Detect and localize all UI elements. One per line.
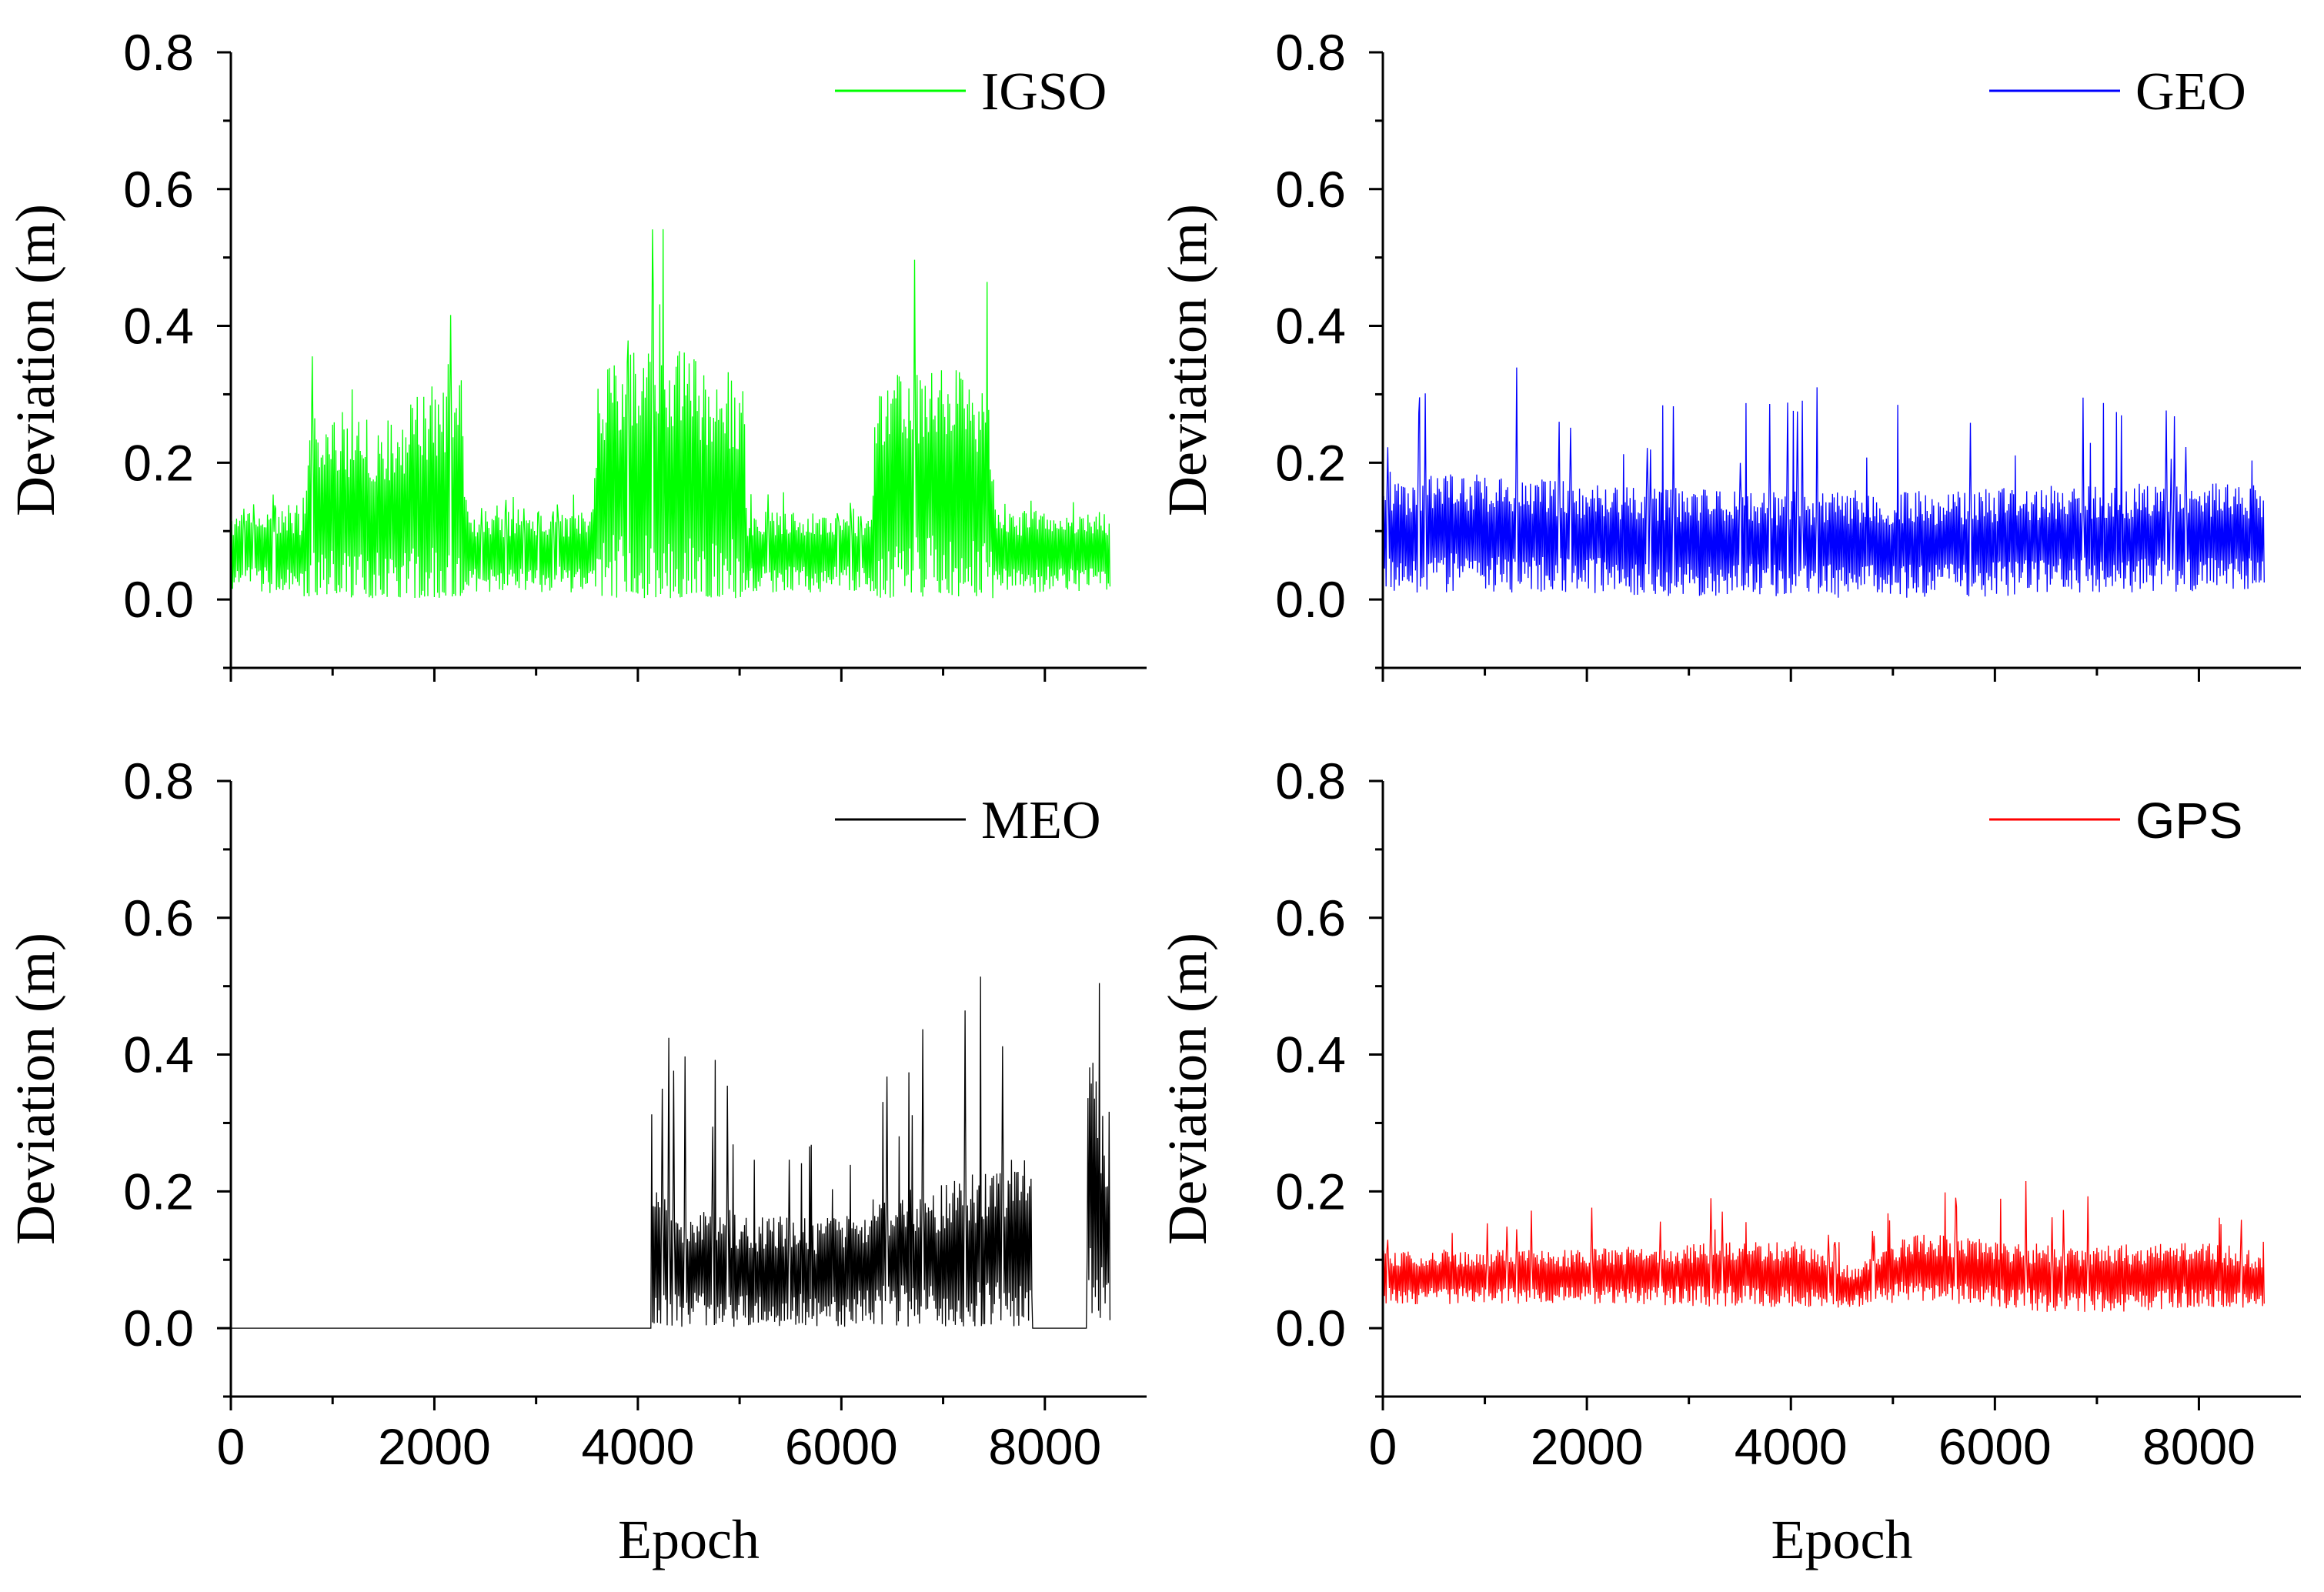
igso-y-tick-label: 0.6 (123, 161, 194, 218)
gps-y-tick-label: 0.6 (1275, 889, 1346, 946)
meo-x-tick-label: 4000 (581, 1418, 694, 1475)
meo-y-axis-title: Deviation (m) (5, 933, 66, 1245)
geo-y-tick-label: 0.2 (1275, 434, 1346, 491)
meo-y-tick-label: 0.2 (123, 1163, 194, 1220)
meo-panel: 0.0 0.2 0.4 0.6 0.8 0 2000 4000 6000 8000 Deviat… (5, 753, 1147, 1570)
meo-y-tick-label: 0.0 (123, 1300, 194, 1357)
gps-x-tick-label: 2000 (1531, 1418, 1644, 1475)
meo-x-tick-label: 0 (217, 1418, 245, 1475)
meo-x-axis-title: Epoch (618, 1509, 760, 1570)
igso-y-tick-label: 0.2 (123, 434, 194, 491)
geo-y-tick-label: 0.0 (1275, 571, 1346, 628)
igso-series-layer (230, 229, 1111, 599)
igso-y-tick-label: 0.4 (123, 298, 194, 355)
igso-y-ticks: 0.0 0.2 0.4 0.6 0.8 (123, 24, 231, 669)
gps-y-tick-label: 0.4 (1275, 1026, 1346, 1083)
igso-legend-label: IGSO (981, 62, 1107, 122)
gps-y-axis-title: Deviation (m) (1157, 933, 1218, 1245)
geo-y-tick-label: 0.4 (1275, 298, 1346, 355)
geo-series-layer (1382, 367, 2265, 598)
meo-legend: MEO (835, 791, 1101, 850)
meo-y-ticks: 0.0 0.2 0.4 0.6 0.8 (123, 753, 231, 1398)
igso-y-tick-label: 0.0 (123, 571, 194, 628)
meo-series-layer (231, 976, 1111, 1329)
igso-series-line (230, 229, 1111, 599)
geo-legend: GEO (1989, 62, 2246, 122)
geo-y-tick-label: 0.8 (1275, 24, 1346, 81)
geo-x-ticks (1381, 668, 2200, 682)
gps-legend: GPS (1989, 792, 2242, 849)
gps-series-layer (1382, 1180, 2265, 1312)
gps-y-ticks: 0.0 0.2 0.4 0.6 0.8 (1275, 753, 1383, 1398)
meo-y-tick-label: 0.4 (123, 1026, 194, 1083)
meo-y-tick-label: 0.6 (123, 889, 194, 946)
igso-panel: 0.0 0.2 0.4 0.6 0.8 Deviation (m) IGSO (5, 24, 1147, 682)
gps-series-line (1382, 1180, 2265, 1312)
gps-y-tick-label: 0.2 (1275, 1163, 1346, 1220)
gps-x-tick-label: 0 (1369, 1418, 1397, 1475)
gps-panel: 0.0 0.2 0.4 0.6 0.8 0 2000 4000 6000 8000 Deviat… (1157, 753, 2301, 1570)
geo-legend-label: GEO (2135, 62, 2246, 122)
geo-y-tick-label: 0.6 (1275, 161, 1346, 218)
igso-legend: IGSO (835, 62, 1107, 122)
meo-x-tick-label: 8000 (988, 1418, 1101, 1475)
igso-x-ticks (229, 668, 1047, 682)
meo-x-ticks: 0 2000 4000 6000 8000 (217, 1397, 1101, 1475)
gps-x-tick-label: 6000 (1938, 1418, 2052, 1475)
meo-x-tick-label: 2000 (378, 1418, 491, 1475)
geo-y-ticks: 0.0 0.2 0.4 0.6 0.8 (1275, 24, 1383, 669)
gps-y-tick-label: 0.8 (1275, 753, 1346, 809)
gps-y-tick-label: 0.0 (1275, 1300, 1346, 1357)
gps-x-axis-title: Epoch (1771, 1509, 1913, 1570)
meo-x-tick-label: 6000 (785, 1418, 898, 1475)
gps-x-ticks: 0 2000 4000 6000 8000 (1369, 1397, 2256, 1475)
geo-series-line (1382, 367, 2265, 598)
meo-legend-label: MEO (981, 791, 1101, 850)
meo-y-tick-label: 0.8 (123, 753, 194, 809)
geo-panel: 0.0 0.2 0.4 0.6 0.8 Deviation (m) GEO (1157, 24, 2301, 682)
geo-y-axis-title: Deviation (m) (1157, 204, 1218, 516)
igso-y-tick-label: 0.8 (123, 24, 194, 81)
gps-x-tick-label: 4000 (1735, 1418, 1848, 1475)
igso-y-axis-title: Deviation (m) (5, 204, 66, 516)
gps-legend-label: GPS (2135, 792, 2242, 849)
meo-series-line (231, 976, 1111, 1329)
gps-x-tick-label: 8000 (2142, 1418, 2256, 1475)
